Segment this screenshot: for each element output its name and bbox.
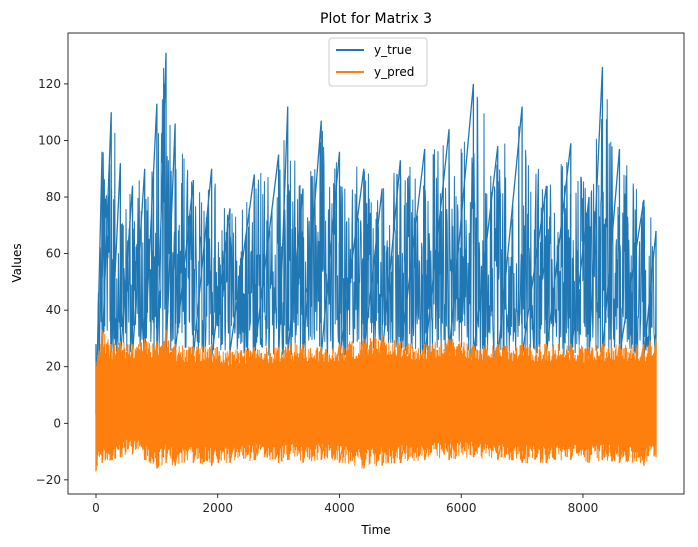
y-tick-label: 40 <box>46 303 61 317</box>
y-tick-label: −20 <box>36 473 61 487</box>
chart-title: Plot for Matrix 3 <box>320 11 432 27</box>
series-peaks-y-pred <box>95 329 657 472</box>
series-layer <box>95 52 657 472</box>
x-axis: 0 2000 4000 6000 8000 <box>92 494 598 515</box>
x-axis-label: Time <box>360 523 390 537</box>
x-tick-label: 6000 <box>446 501 477 515</box>
series-peaks-y-true <box>95 52 657 415</box>
legend: y_true y_pred <box>328 37 428 87</box>
x-tick-label: 8000 <box>568 501 599 515</box>
y-tick-label: 20 <box>46 360 61 374</box>
x-tick-label: 4000 <box>324 501 355 515</box>
y-tick-label: 100 <box>38 133 61 147</box>
x-tick-label: 2000 <box>202 501 233 515</box>
y-axis: −20 0 20 40 60 80 100 120 <box>36 77 68 487</box>
legend-label-y-pred: y_pred <box>374 65 414 79</box>
series-line-y-true <box>95 67 657 400</box>
plot-frame <box>67 32 685 495</box>
y-tick-label: 120 <box>38 77 61 91</box>
x-tick-label: 0 <box>92 501 100 515</box>
legend-label-y-true: y_true <box>374 43 412 57</box>
y-tick-label: 60 <box>46 247 61 261</box>
y-tick-label: 0 <box>53 416 61 430</box>
series-line-y-pred <box>95 333 657 469</box>
y-axis-label: Values <box>10 243 24 282</box>
y-tick-label: 80 <box>46 190 61 204</box>
